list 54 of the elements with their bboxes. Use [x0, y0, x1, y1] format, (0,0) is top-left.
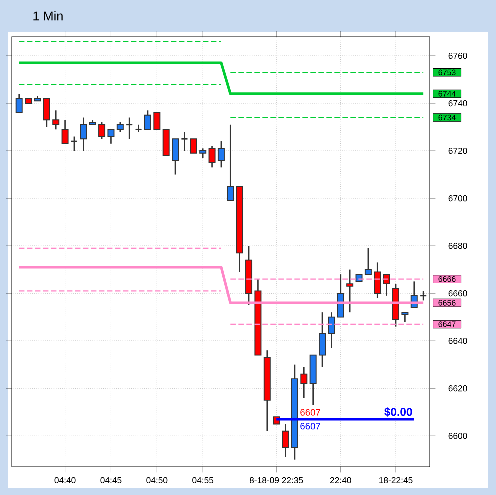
- data-label: 6647: [438, 322, 456, 328]
- candlestick: [43, 98, 50, 128]
- candlestick: [98, 122, 106, 140]
- annotation: 6607: [300, 423, 320, 430]
- y-tick-label: 6740: [448, 100, 468, 107]
- data-label: 6734: [438, 114, 456, 121]
- candlestick: [116, 122, 124, 133]
- y-tick-label: 6760: [448, 52, 468, 60]
- candlestick: [300, 366, 308, 399]
- candlestick: [154, 112, 161, 130]
- candlestick: [108, 128, 115, 145]
- y-tick-label: 6700: [448, 195, 468, 202]
- candlestick: [190, 138, 198, 154]
- data-label: 6744: [438, 91, 456, 97]
- x-tick-label: 18-22:45: [380, 477, 413, 484]
- data-label: 6656: [438, 300, 456, 306]
- y-tick-label: 6720: [448, 148, 468, 154]
- candlestick: [282, 424, 290, 458]
- x-tick-label: 04:45: [100, 477, 122, 484]
- candlestick: [52, 110, 60, 130]
- data-label: 6666: [438, 276, 456, 282]
- candlestick: [364, 248, 372, 276]
- candlestick: [62, 119, 69, 145]
- candlestick: [126, 117, 134, 140]
- candlestick: [144, 110, 152, 130]
- candlestick: [200, 148, 207, 159]
- annotation: $0.00: [384, 408, 412, 417]
- x-tick-label: 04:50: [146, 477, 168, 484]
- y-tick-label: 6640: [448, 338, 468, 344]
- data-label: 6753: [438, 70, 456, 76]
- candlestick: [172, 138, 180, 176]
- chart-title: 1 Min: [34, 11, 63, 21]
- y-tick-label: 6680: [448, 242, 468, 250]
- annotation: 6607: [300, 409, 320, 416]
- candlestick: [383, 274, 390, 297]
- candlestick: [346, 269, 354, 314]
- x-tick-label: 22:40: [330, 477, 352, 484]
- candlestick: [374, 262, 382, 299]
- candlestick: [80, 117, 88, 152]
- candlestick: [402, 312, 409, 323]
- x-tick-label: 04:40: [54, 477, 76, 484]
- candlestick: [218, 140, 225, 168]
- candlestick: [328, 312, 336, 349]
- y-tick-label: 6620: [448, 386, 468, 392]
- x-tick-label: 8-18-09 22:35: [250, 477, 304, 484]
- candlestick: [208, 146, 216, 168]
- candlestick: [181, 131, 188, 152]
- y-tick-label: 6660: [448, 290, 468, 297]
- candlestick: [337, 274, 344, 318]
- x-tick-label: 04:55: [192, 477, 214, 484]
- candlestick: [16, 93, 23, 114]
- candlestick: [319, 312, 326, 368]
- candlestick: [227, 124, 234, 202]
- y-tick-label: 6600: [448, 433, 468, 440]
